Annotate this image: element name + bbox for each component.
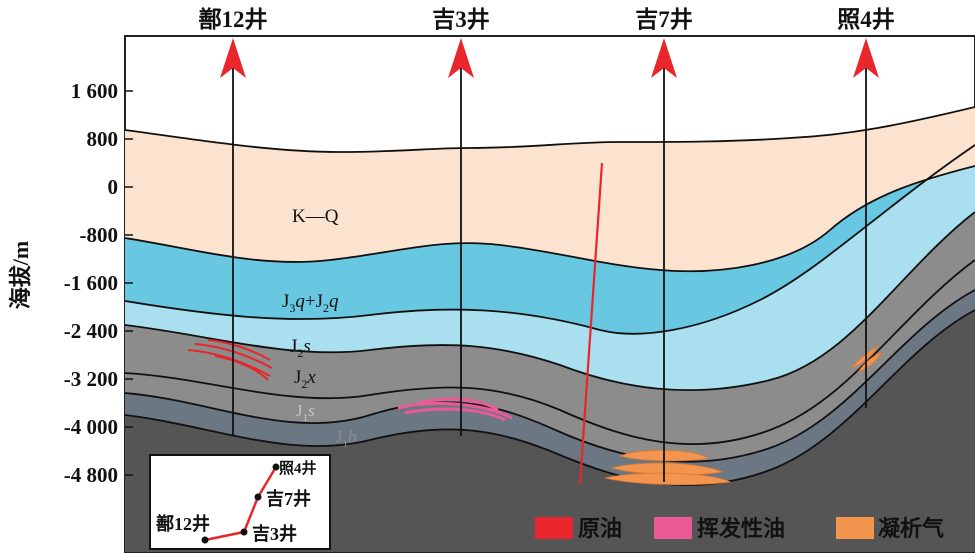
legend-swatch-crude-oil <box>535 517 573 539</box>
layer-label-j1s: J1s <box>296 401 315 424</box>
inset-well-label: 鄯12井 <box>156 513 210 534</box>
inset-well-label: 吉7井 <box>266 488 311 509</box>
arrow-icon <box>853 38 879 78</box>
legend: 原油 挥发性油 凝析气 <box>535 516 944 541</box>
layer-j3q-j2q <box>125 145 975 334</box>
legend-swatch-condensate <box>836 517 874 539</box>
y-tick-label: -2 400 <box>64 319 118 343</box>
y-tick-label: 1 600 <box>71 79 118 103</box>
y-tick-label: 0 <box>108 175 119 199</box>
inset-well-label: 吉3井 <box>252 523 297 544</box>
y-tick-label: -3 200 <box>64 367 118 391</box>
layer-label-j1b: J1b <box>336 427 357 450</box>
y-tick-marks <box>125 90 133 476</box>
well-arrows <box>220 38 879 78</box>
y-tick-label: -800 <box>80 223 119 247</box>
well-label: 鄯12井 <box>199 6 268 32</box>
crude-oil-lenses <box>187 339 273 381</box>
y-tick-label: -1 600 <box>64 271 118 295</box>
y-tick-label: -4 800 <box>64 463 118 487</box>
layer-j1s <box>125 290 975 486</box>
y-axis-label: 海拔/m <box>8 241 33 309</box>
layer-kq <box>125 107 975 272</box>
layer-j2s-dark <box>125 212 975 445</box>
legend-label: 挥发性油 <box>697 516 785 541</box>
well-lines <box>232 62 867 482</box>
inset-map: 照4井 吉7井 鄯12井 吉3井 <box>149 454 331 550</box>
layer-label-j2s: J2s <box>290 336 311 360</box>
well-label: 吉7井 <box>635 6 693 32</box>
inset-well-label: 照4井 <box>279 459 317 477</box>
layer-j2s <box>125 145 975 391</box>
fault-line <box>578 162 604 485</box>
layer-label-j3q-j2q: J3q+J2q <box>282 291 339 315</box>
well-label: 吉3井 <box>432 6 490 32</box>
y-axis: 1 600 800 0 -800 -1 600 -2 400 -3 200 -4… <box>64 79 118 487</box>
y-tick-label: 800 <box>87 127 119 151</box>
well-label: 照4井 <box>837 7 895 32</box>
y-tick-label: -4 000 <box>64 415 118 439</box>
arrow-icon <box>448 38 474 78</box>
layer-label-j2x: J2x <box>294 367 316 391</box>
legend-label: 原油 <box>578 516 622 541</box>
layer-j2x <box>125 260 975 462</box>
arrow-icon <box>220 38 246 78</box>
layer-label-kq: K—Q <box>292 206 339 227</box>
horizon-lines <box>124 106 975 486</box>
layer-j1b <box>125 310 975 552</box>
legend-swatch-volatile-oil <box>654 517 692 539</box>
legend-label: 凝析气 <box>878 516 944 541</box>
arrow-icon <box>651 38 677 78</box>
